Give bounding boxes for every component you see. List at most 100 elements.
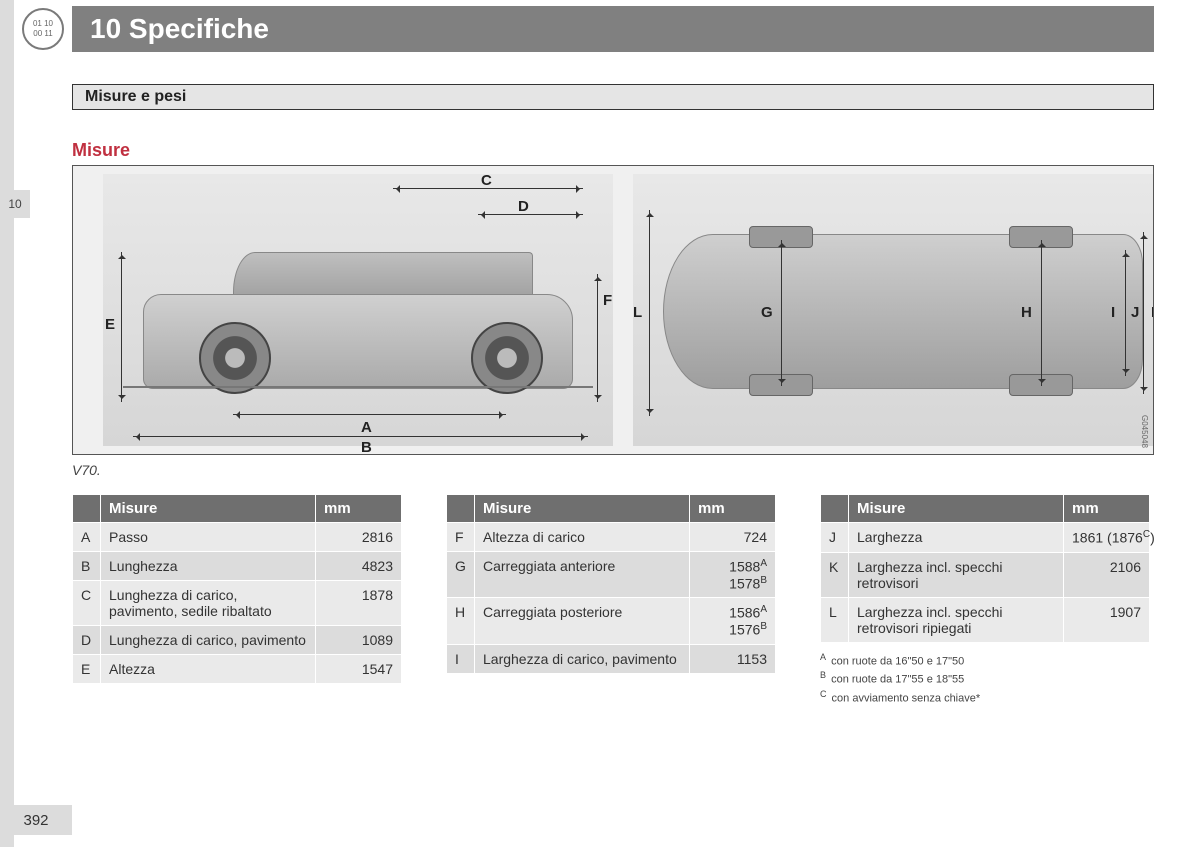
- spec-table-3-wrap: Misure mm JLarghezza1861 (1876C)KLarghez…: [820, 494, 1150, 706]
- dim-label-g: G: [761, 304, 773, 321]
- row-key: L: [821, 597, 849, 642]
- section-heading-bar: Misure e pesi: [72, 84, 1154, 110]
- dim-arrow: [781, 240, 782, 386]
- row-value: 1547: [316, 655, 402, 684]
- spec-table-2-body: FAltezza di carico724GCarreggiata anteri…: [447, 523, 776, 674]
- table-row: DLunghezza di carico, pavimento1089: [73, 626, 402, 655]
- section-heading: Misure e pesi: [85, 88, 186, 106]
- dim-arrow: [1041, 240, 1042, 386]
- dim-arrow: [597, 274, 598, 402]
- row-key: F: [447, 523, 475, 552]
- dimensions-diagram: A B C D E F G H L I J K G045048: [72, 165, 1154, 455]
- row-label: Lunghezza di carico, pavimento: [101, 626, 316, 655]
- table-row: EAltezza1547: [73, 655, 402, 684]
- wheel-icon: [471, 322, 543, 394]
- table-row: JLarghezza1861 (1876C): [821, 523, 1150, 553]
- dim-arrow: [1143, 232, 1144, 394]
- dim-label-j: J: [1131, 304, 1139, 321]
- row-value: 724: [690, 523, 776, 552]
- row-label: Passo: [101, 523, 316, 552]
- row-value: 4823: [316, 552, 402, 581]
- dim-label-f: F: [603, 292, 612, 309]
- dim-label-d: D: [518, 198, 529, 215]
- col-misure: Misure: [101, 495, 316, 523]
- col-mm: mm: [690, 495, 776, 523]
- row-value: 1089: [316, 626, 402, 655]
- row-label: Altezza: [101, 655, 316, 684]
- row-value: 1588A1578B: [690, 552, 776, 598]
- row-label: Larghezza incl. specchi retrovisori: [849, 552, 1064, 597]
- table-row: LLarghezza incl. specchi retrovisori rip…: [821, 597, 1150, 642]
- section-tab: 10: [0, 190, 30, 218]
- table-row: FAltezza di carico724: [447, 523, 776, 552]
- dim-label-l: L: [633, 304, 642, 321]
- dim-arrow: [121, 252, 122, 402]
- footnotes: A con ruote da 16"50 e 17"50B con ruote …: [820, 651, 1150, 707]
- row-key: K: [821, 552, 849, 597]
- spec-tables-row: Misure mm APasso2816BLunghezza4823CLungh…: [72, 494, 1154, 706]
- row-label: Larghezza incl. specchi retrovisori ripi…: [849, 597, 1064, 642]
- spec-table-1-wrap: Misure mm APasso2816BLunghezza4823CLungh…: [72, 494, 402, 706]
- row-label: Carreggiata posteriore: [475, 598, 690, 644]
- col-key: [821, 495, 849, 523]
- dim-arrow: [649, 210, 650, 416]
- car-side-view: A B C D E F: [103, 174, 613, 446]
- table-row: BLunghezza4823: [73, 552, 402, 581]
- row-value: 1861 (1876C): [1064, 523, 1150, 553]
- col-misure: Misure: [849, 495, 1064, 523]
- table-row: APasso2816: [73, 523, 402, 552]
- car-top-body: [663, 234, 1143, 389]
- row-key: E: [73, 655, 101, 684]
- ground-line: [123, 386, 593, 388]
- row-key: B: [73, 552, 101, 581]
- row-value: 2106: [1064, 552, 1150, 597]
- row-key: D: [73, 626, 101, 655]
- chapter-icon: 01 10 00 11: [22, 8, 64, 50]
- row-value: 2816: [316, 523, 402, 552]
- table-row: CLunghezza di carico, pavimento, sedile …: [73, 581, 402, 626]
- row-key: C: [73, 581, 101, 626]
- row-value: 1153: [690, 644, 776, 673]
- row-label: Larghezza: [849, 523, 1064, 553]
- spec-table-3-body: JLarghezza1861 (1876C)KLarghezza incl. s…: [821, 523, 1150, 643]
- dim-label-e: E: [105, 316, 115, 333]
- dim-arrow: [478, 214, 583, 215]
- dim-arrow: [1125, 250, 1126, 376]
- row-key: I: [447, 644, 475, 673]
- page-number: 392: [0, 805, 72, 835]
- subsection-heading: Misure: [72, 140, 130, 161]
- dim-label-h: H: [1021, 304, 1032, 321]
- row-value: 1586A1576B: [690, 598, 776, 644]
- spec-table-1-body: APasso2816BLunghezza4823CLunghezza di ca…: [73, 523, 402, 684]
- row-label: Lunghezza: [101, 552, 316, 581]
- col-misure: Misure: [475, 495, 690, 523]
- dim-label-k: K: [1151, 304, 1154, 321]
- dim-arrow: [233, 414, 506, 415]
- footnote: A con ruote da 16"50 e 17"50: [820, 651, 1150, 670]
- row-value: 1878: [316, 581, 402, 626]
- spec-table-1: Misure mm APasso2816BLunghezza4823CLungh…: [72, 494, 402, 684]
- row-value: 1907: [1064, 597, 1150, 642]
- diagram-code: G045048: [1140, 415, 1149, 448]
- spec-table-2-wrap: Misure mm FAltezza di carico724GCarreggi…: [446, 494, 776, 706]
- spec-table-2: Misure mm FAltezza di carico724GCarreggi…: [446, 494, 776, 674]
- spec-table-3: Misure mm JLarghezza1861 (1876C)KLarghez…: [820, 494, 1150, 643]
- row-label: Carreggiata anteriore: [475, 552, 690, 598]
- row-key: G: [447, 552, 475, 598]
- dim-arrow: [133, 436, 588, 437]
- row-label: Altezza di carico: [475, 523, 690, 552]
- row-key: H: [447, 598, 475, 644]
- footnote: B con ruote da 17"55 e 18"55: [820, 669, 1150, 688]
- col-key: [73, 495, 101, 523]
- dim-label-i: I: [1111, 304, 1115, 321]
- row-key: J: [821, 523, 849, 553]
- dim-label-b: B: [361, 439, 372, 455]
- chapter-title: 10 Specifiche: [90, 13, 269, 45]
- table-row: HCarreggiata posteriore1586A1576B: [447, 598, 776, 644]
- row-key: A: [73, 523, 101, 552]
- footnote: C con avviamento senza chiave*: [820, 688, 1150, 707]
- page-margin: [0, 0, 14, 847]
- col-key: [447, 495, 475, 523]
- col-mm: mm: [1064, 495, 1150, 523]
- table-row: GCarreggiata anteriore1588A1578B: [447, 552, 776, 598]
